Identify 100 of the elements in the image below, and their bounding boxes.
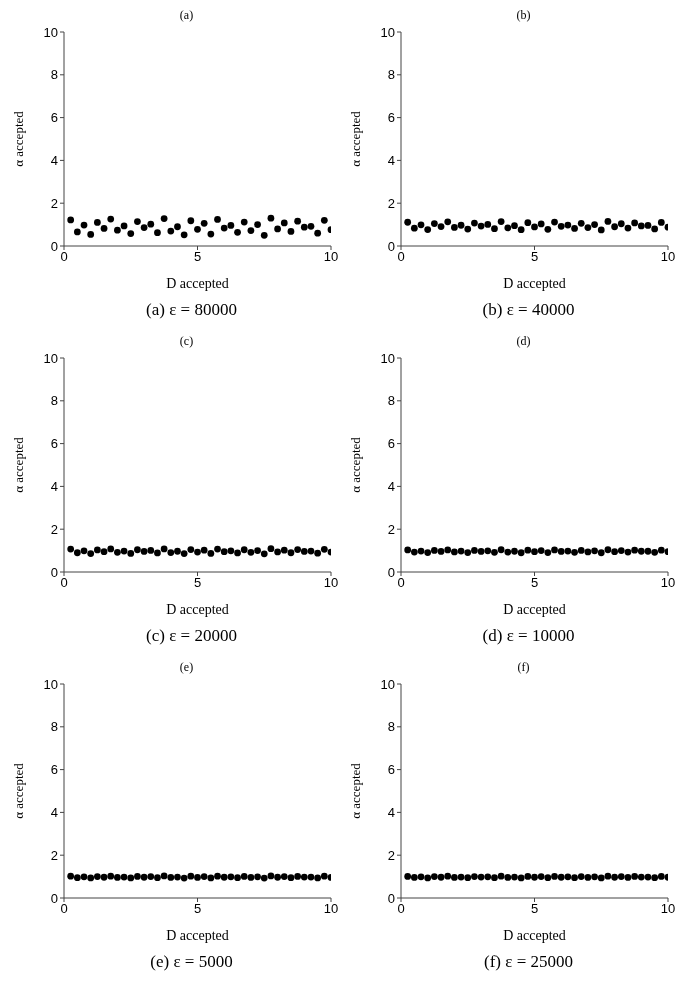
point [557,222,565,230]
y-tick-label: 4 [50,479,58,495]
y-tick-label: 10 [43,676,58,692]
x-tick-label: 0 [397,249,405,265]
point [564,221,572,229]
point [187,217,195,225]
y-axis-title: α accepted [347,110,363,167]
y-tick-label: 2 [387,521,395,537]
x-tick-label: 5 [530,901,539,917]
point [114,226,121,234]
point [484,221,492,228]
point [147,220,155,228]
chart-title: (a) [178,8,194,22]
point [451,224,458,231]
point [651,225,659,233]
point [504,224,512,232]
x-tick-label: 5 [193,575,202,591]
y-tick-label: 0 [387,564,395,580]
y-tick-label: 6 [50,436,58,452]
point [180,231,188,239]
chart-title: (f) [516,660,530,674]
text: (e) ε = 5000 [149,952,233,972]
point [300,223,308,231]
point [471,219,478,227]
point [67,216,75,224]
point [531,223,538,231]
y-tick-label: 4 [387,153,395,169]
point [410,224,418,232]
point [424,226,432,233]
point [194,225,201,233]
point [404,218,412,226]
x-axis-title: D accepted [166,276,229,291]
point [637,222,645,230]
point [624,224,632,232]
point [430,220,438,227]
y-axis-title: α accepted [10,110,26,167]
chart-title: (b) [515,8,531,22]
y-tick-label: 4 [387,805,395,821]
x-axis-title: D accepted [503,602,566,617]
point [267,214,275,222]
y-tick-label: 6 [387,762,395,778]
point [260,231,268,239]
point [577,219,585,227]
point [457,221,465,229]
x-tick-label: 10 [660,249,676,265]
y-tick-label: 0 [50,238,58,254]
point [307,222,315,230]
point [234,228,241,236]
point [93,219,101,226]
point [80,221,88,229]
x-tick-label: 5 [530,575,539,591]
x-tick-label: 10 [323,901,339,917]
text: (c) ε = 20000 [145,626,237,646]
y-tick-label: 10 [380,24,395,40]
chart-title: (e) [178,660,194,674]
point [511,222,518,230]
point [174,223,181,231]
point [524,219,532,227]
x-tick-label: 10 [660,901,676,917]
y-tick-label: 0 [50,890,58,906]
point [167,227,175,235]
y-tick-label: 10 [43,24,58,40]
y-tick-label: 2 [387,195,395,211]
point [200,219,208,227]
y-tick-label: 10 [380,676,395,692]
y-tick-label: 2 [50,195,58,211]
y-tick-label: 6 [387,110,395,126]
y-tick-label: 0 [387,238,395,254]
y-tick-label: 6 [387,436,395,452]
point [247,227,255,234]
x-tick-label: 10 [323,575,339,591]
point [240,218,248,226]
y-axis-title: α accepted [10,762,26,819]
point [214,216,221,223]
point [287,228,295,235]
x-tick-label: 5 [530,249,539,265]
y-tick-label: 2 [50,521,58,537]
point [491,225,498,233]
y-tick-label: 8 [50,67,58,83]
x-tick-label: 10 [660,575,676,591]
point [87,231,95,238]
point [657,219,665,226]
y-axis-title: α accepted [347,762,363,819]
x-axis-title: D accepted [166,928,229,943]
y-tick-label: 8 [50,719,58,735]
text: (f) ε = 25000 [483,952,573,972]
y-tick-label: 0 [387,890,395,906]
y-tick-label: 4 [50,805,58,821]
x-tick-label: 5 [193,901,202,917]
point [444,218,452,226]
point [617,220,625,228]
point [631,219,639,227]
text: (b) ε = 40000 [481,300,575,320]
point [207,230,215,238]
point [100,225,108,232]
chart-title: (c) [178,334,194,348]
x-tick-label: 10 [323,249,339,265]
point [584,224,592,231]
y-tick-label: 2 [50,847,58,863]
chart-title: (d) [515,334,531,348]
